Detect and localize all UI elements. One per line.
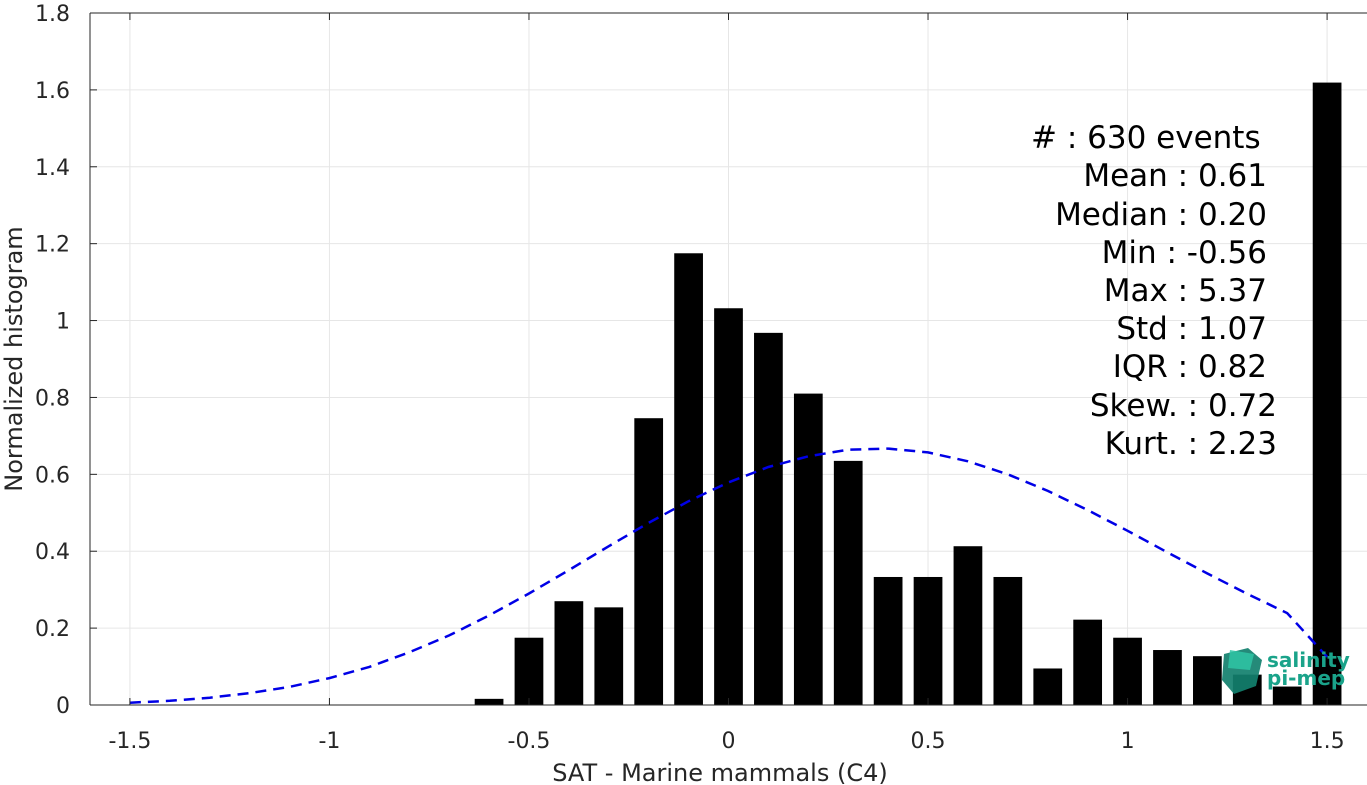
y-tick-label: 0.8 bbox=[35, 386, 70, 411]
histogram-bar bbox=[953, 546, 983, 705]
logo-mark-highlight bbox=[1228, 650, 1254, 670]
y-tick-label: 0.4 bbox=[35, 540, 70, 565]
x-tick-label: -1 bbox=[318, 729, 340, 754]
normal-fit-curve bbox=[129, 447, 1329, 704]
stats-box: # : 630 events Mean : 0.61 Median : 0.20… bbox=[1031, 120, 1277, 462]
histogram-bar bbox=[1272, 686, 1302, 705]
histogram-bar bbox=[873, 576, 903, 705]
stat-mean: Mean : 0.61 bbox=[1083, 158, 1267, 194]
histogram-bar bbox=[714, 308, 743, 705]
histogram-bar bbox=[1113, 637, 1142, 705]
y-tick-label: 1.8 bbox=[35, 2, 70, 27]
histogram-bar bbox=[594, 607, 624, 705]
x-tick-label: -1.5 bbox=[108, 729, 151, 754]
stat-min: Min : -0.56 bbox=[1102, 235, 1267, 271]
histogram-bar bbox=[913, 576, 943, 705]
histogram-bar bbox=[674, 253, 703, 705]
x-tick-labels: -1.5 -1 -0.5 0 0.5 1 1.5 bbox=[108, 729, 1344, 754]
histogram-bar bbox=[1033, 668, 1063, 705]
histogram-bar bbox=[1073, 619, 1103, 705]
y-tick-label: 1.2 bbox=[35, 233, 70, 258]
y-tick-label: 1.6 bbox=[35, 79, 70, 104]
histogram-bar bbox=[1153, 650, 1182, 705]
y-tick-label: 1 bbox=[56, 310, 70, 335]
stat-events: # : 630 events bbox=[1031, 120, 1261, 156]
stat-median: Median : 0.20 bbox=[1055, 197, 1267, 233]
histogram-bar bbox=[474, 698, 504, 705]
histogram-bar bbox=[554, 601, 584, 705]
y-tick-label: 0.6 bbox=[35, 463, 70, 488]
y-tick-label: 0 bbox=[56, 694, 70, 719]
stat-kurt: Kurt. : 2.23 bbox=[1105, 426, 1277, 462]
x-axis-label: SAT - Marine mammals (C4) bbox=[552, 759, 887, 785]
histogram-bar bbox=[993, 576, 1023, 705]
histogram-bar bbox=[754, 332, 783, 705]
logo-text-pimep: pi-mep bbox=[1267, 666, 1345, 690]
bar-series bbox=[474, 82, 1342, 705]
histogram-bar bbox=[793, 393, 823, 705]
y-tick-label: 1.4 bbox=[35, 156, 70, 181]
x-tick-label: -0.5 bbox=[508, 729, 551, 754]
histogram-bar bbox=[634, 418, 664, 705]
logo-text-salinity: salinity bbox=[1267, 648, 1350, 672]
x-tick-label: 1.5 bbox=[1310, 729, 1345, 754]
stat-std: Std : 1.07 bbox=[1116, 311, 1267, 347]
histogram-bar bbox=[833, 460, 863, 705]
histogram-bar bbox=[1193, 656, 1222, 705]
y-tick-labels: 0 0.2 0.4 0.6 0.8 1 1.2 1.4 1.6 1.8 bbox=[35, 2, 70, 719]
x-tick-label: 0.5 bbox=[911, 729, 946, 754]
x-tick-label: 1 bbox=[1121, 729, 1135, 754]
histogram-bar bbox=[514, 637, 544, 705]
salinity-pimep-logo: salinity pi-mep bbox=[1222, 648, 1350, 694]
stat-skew: Skew. : 0.72 bbox=[1090, 388, 1277, 424]
axes bbox=[89, 12, 1367, 706]
stat-iqr: IQR : 0.82 bbox=[1113, 349, 1267, 385]
y-tick-label: 0.2 bbox=[35, 617, 70, 642]
stat-max: Max : 5.37 bbox=[1104, 273, 1267, 309]
x-tick-label: 0 bbox=[722, 729, 736, 754]
y-axis-label: Normalized histogram bbox=[0, 226, 28, 491]
histogram-bar bbox=[1312, 82, 1342, 705]
